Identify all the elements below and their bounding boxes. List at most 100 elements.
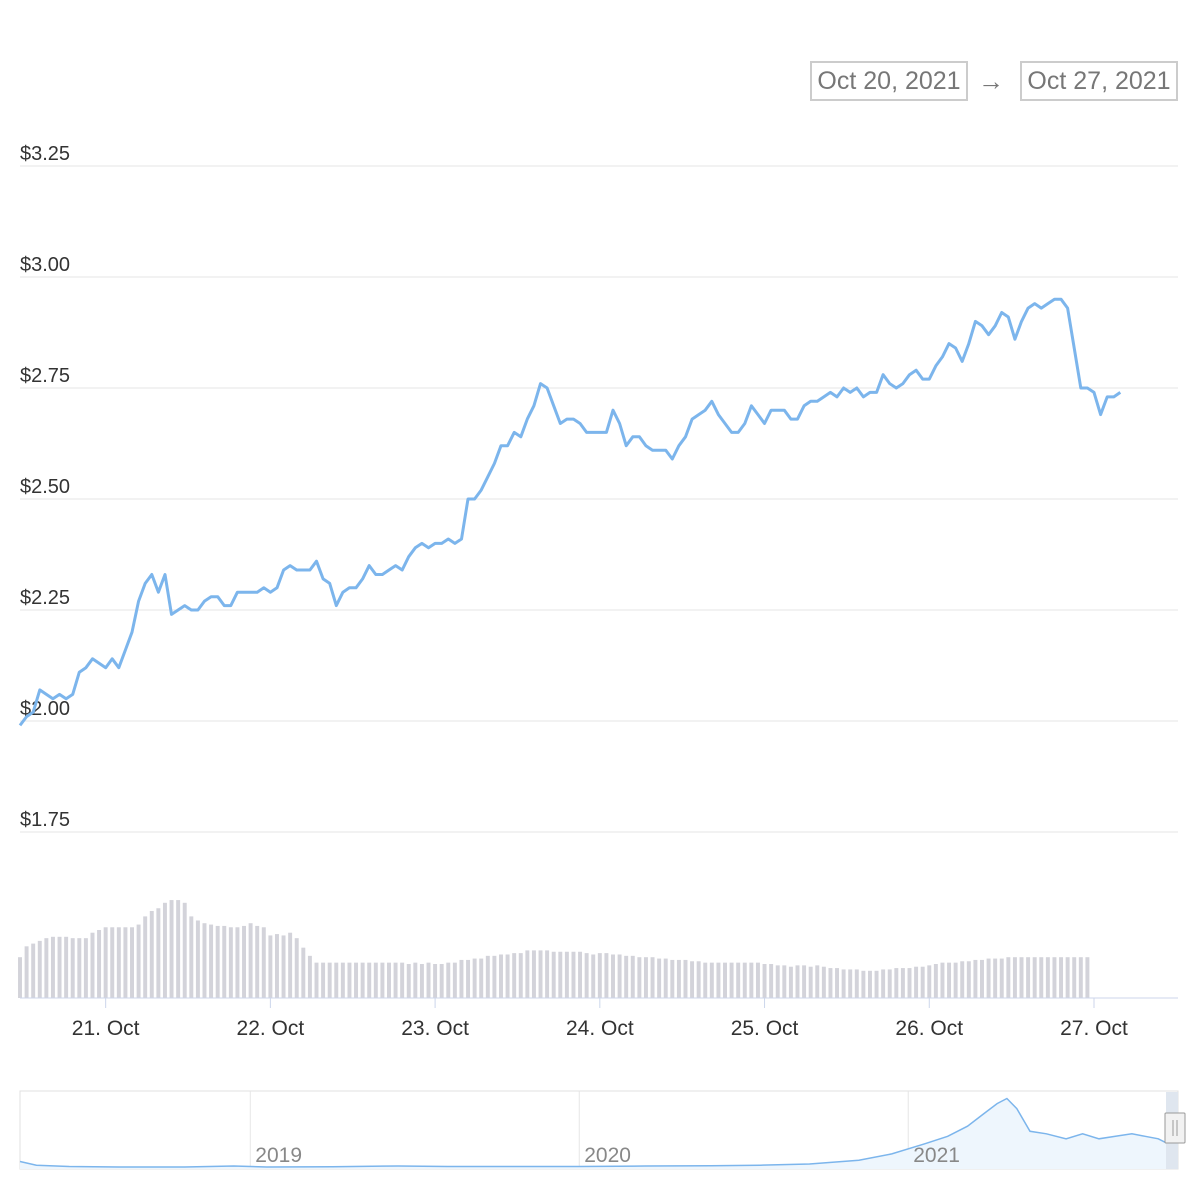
navigator-grid xyxy=(249,1091,909,1169)
volume-bar xyxy=(670,959,675,998)
volume-bar xyxy=(874,970,879,998)
y-tick-label: $2.50 xyxy=(20,476,70,498)
x-axis-labels: 21. Oct 22. Oct 23. Oct 24. Oct 25. Oct 26. O… xyxy=(72,1017,1128,1040)
volume-bar xyxy=(947,962,952,998)
volume-bar xyxy=(900,968,905,998)
volume-bar xyxy=(459,959,464,998)
y-tick-label: $3.25 xyxy=(20,143,70,165)
volume-bar xyxy=(907,968,912,998)
volume-bar xyxy=(1078,957,1083,998)
volume-bar xyxy=(795,965,800,998)
volume-bar xyxy=(630,955,635,998)
volume-bar xyxy=(643,957,648,998)
volume-bar xyxy=(499,954,503,998)
volume-bar xyxy=(37,940,42,998)
volume-bar xyxy=(841,969,846,998)
volume-bar xyxy=(867,970,872,998)
volume-bar xyxy=(993,958,998,998)
y-tick-label: $2.25 xyxy=(20,587,70,609)
volume-bar xyxy=(551,951,556,998)
volume-bar xyxy=(749,962,754,998)
volume-bar xyxy=(452,962,457,998)
volume-bar xyxy=(703,962,708,998)
volume-bar xyxy=(169,900,174,998)
volume-bar xyxy=(729,962,734,998)
range-from-input[interactable]: Oct 20, 2021 xyxy=(810,61,968,101)
navigator-year-label: 2019 xyxy=(255,1144,302,1167)
volume-bar xyxy=(321,962,326,998)
navigator-handle-icon[interactable] xyxy=(1164,1112,1186,1144)
volume-bar xyxy=(354,962,359,998)
volume-bar xyxy=(288,932,293,998)
navigator-line xyxy=(19,1097,1179,1168)
volume-bar xyxy=(525,950,530,998)
volume-bar xyxy=(808,966,813,998)
volume-bar xyxy=(18,957,22,998)
y-axis-labels: $1.75 $2.00 $2.25 $2.50 $2.75 $3.00 $3.25 xyxy=(20,143,70,831)
volume-bar xyxy=(960,961,965,998)
volume-bar xyxy=(176,900,181,998)
volume-bar xyxy=(611,954,615,998)
volume-bar xyxy=(657,958,662,998)
volume-bar xyxy=(1032,957,1037,998)
volume-bar xyxy=(380,962,385,998)
volume-bar xyxy=(70,938,75,998)
volume-bar xyxy=(769,964,774,998)
navigator-area xyxy=(20,1098,1178,1169)
volume-bar xyxy=(156,908,161,998)
volume-bar xyxy=(571,951,576,998)
volume-bar xyxy=(439,964,444,998)
volume-bar xyxy=(716,962,721,998)
volume-bar xyxy=(584,953,589,998)
volume-bar xyxy=(110,927,115,998)
volume-bar xyxy=(1019,957,1024,998)
volume-bar xyxy=(50,936,55,998)
volume-bar xyxy=(228,927,233,998)
volume-bar xyxy=(835,968,840,998)
navigator-labels: 2019 2020 2021 xyxy=(255,1144,960,1167)
volume-bar xyxy=(162,902,167,998)
volume-bar xyxy=(242,925,246,998)
volume-bar xyxy=(927,965,932,998)
volume-bar xyxy=(413,962,418,998)
price-series xyxy=(18,297,1122,727)
volume-bar xyxy=(1072,957,1077,998)
volume-bar xyxy=(591,954,596,998)
volume-bar xyxy=(604,953,609,998)
volume-bar xyxy=(1085,957,1090,998)
volume-bar xyxy=(433,964,438,998)
volume-bar xyxy=(195,920,200,998)
volume-bar xyxy=(578,951,583,998)
price-line xyxy=(18,297,1122,727)
volume-bar xyxy=(268,935,273,998)
range-to-input[interactable]: Oct 27, 2021 xyxy=(1020,61,1178,101)
volume-bar xyxy=(762,964,767,998)
volume-bar xyxy=(881,969,886,998)
volume-bar xyxy=(360,962,365,998)
volume-bar xyxy=(953,962,958,998)
volume-bar xyxy=(202,923,207,998)
navigator[interactable]: 2019 2020 2021 xyxy=(19,1090,1186,1170)
volume-bar xyxy=(512,953,517,998)
volume-bar xyxy=(650,957,655,998)
navigator-series xyxy=(19,1097,1179,1169)
volume-bar xyxy=(1039,957,1044,998)
volume-bar xyxy=(999,958,1004,998)
volume-bar xyxy=(64,936,69,998)
volume-bar xyxy=(887,969,892,998)
volume-bar xyxy=(182,902,187,998)
volume-bar xyxy=(57,936,62,998)
y-tick-label: $2.00 xyxy=(20,698,70,720)
volume-bar xyxy=(485,955,490,998)
volume-bar xyxy=(77,938,82,998)
volume-bar xyxy=(933,964,938,998)
volume-bar xyxy=(538,950,543,998)
x-tick-label: 21. Oct xyxy=(72,1017,140,1040)
y-tick-label: $2.75 xyxy=(20,365,70,387)
volume-bar xyxy=(248,923,253,998)
x-tick-label: 24. Oct xyxy=(566,1017,634,1040)
volume-bar xyxy=(821,966,826,998)
volume-bar xyxy=(419,964,424,998)
volume-bar xyxy=(136,924,141,998)
